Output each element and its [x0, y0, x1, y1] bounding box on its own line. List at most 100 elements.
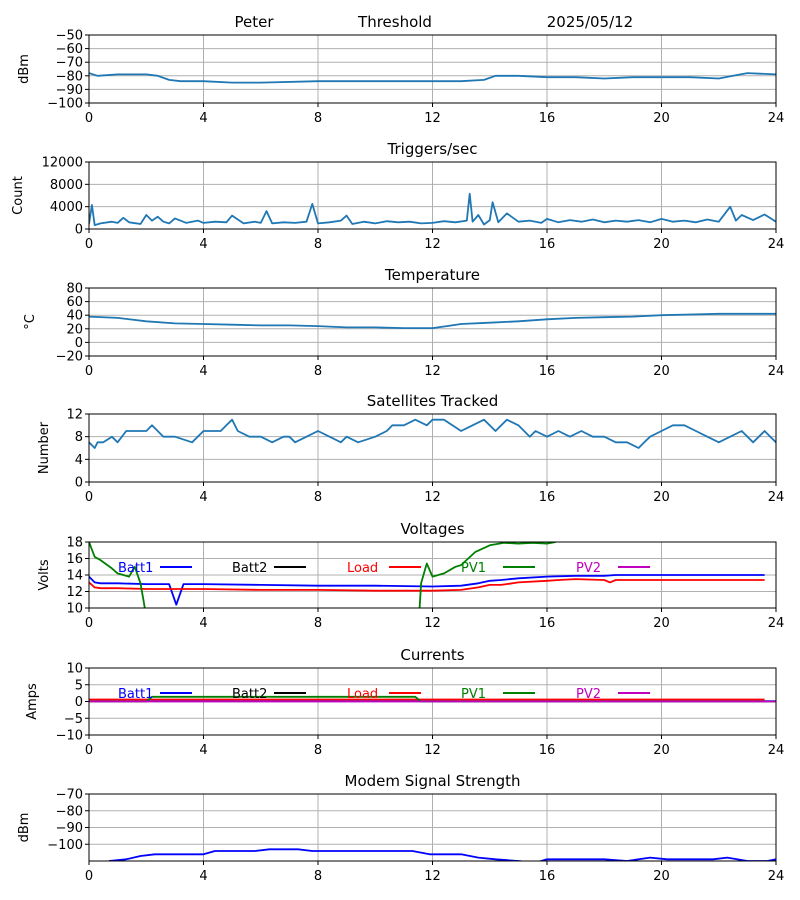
x-tick-label: 24 [768, 743, 785, 758]
x-tick-label: 20 [653, 237, 670, 252]
x-tick-label: 20 [653, 364, 670, 379]
y-tick-label: −100 [47, 838, 83, 853]
y-tick-label: −50 [56, 29, 83, 44]
y-tick-label: 14 [66, 569, 83, 584]
y-tick-label: 18 [66, 536, 83, 551]
y-tick-label: 8000 [50, 178, 83, 193]
y-tick-label: 12000 [42, 156, 83, 171]
x-tick-label: 4 [199, 616, 207, 631]
series-voltages-batt1 [89, 574, 765, 606]
y-tick-label: 10 [66, 602, 83, 617]
x-tick-label: 12 [424, 743, 441, 758]
x-tick-label: 16 [539, 111, 556, 126]
y-axis-label: dBm [17, 813, 32, 843]
y-tick-label: 12 [66, 585, 83, 600]
header-date: 2025/05/12 [547, 13, 633, 31]
x-tick-label: 8 [314, 869, 322, 884]
legend-label-pv1: PV1 [461, 687, 486, 702]
x-tick-label: 8 [314, 616, 322, 631]
x-tick-label: 4 [199, 364, 207, 379]
x-tick-label: 0 [85, 616, 93, 631]
y-tick-label: 5 [75, 678, 83, 693]
x-tick-label: 4 [199, 869, 207, 884]
y-tick-label: 8 [75, 430, 83, 445]
y-tick-label: 60 [66, 295, 83, 310]
y-tick-label: 0 [75, 223, 83, 238]
x-tick-label: 16 [539, 364, 556, 379]
x-tick-label: 24 [768, 111, 785, 126]
y-axis-label: Number [37, 421, 52, 474]
y-tick-label: −90 [56, 821, 83, 836]
y-tick-label: −5 [64, 712, 83, 727]
chart-title: Triggers/sec [387, 140, 478, 158]
y-tick-label: −100 [47, 97, 83, 112]
header-station: Peter [234, 13, 274, 31]
y-axis-label: Volts [37, 559, 52, 591]
x-tick-label: 20 [653, 743, 670, 758]
panel-triggers: 0 4 8 12 16 20 24 0 4000 8000 12000 Triggers/sec Cou… [11, 140, 784, 252]
x-tick-label: 0 [85, 743, 93, 758]
y-tick-label: 0 [75, 476, 83, 491]
series-signal-line [89, 72, 776, 84]
x-tick-label: 4 [199, 111, 207, 126]
panel-signal: 0 4 8 12 16 20 24 −100−90−80−70−60−50 dBm [17, 29, 784, 127]
x-tick-label: 16 [539, 616, 556, 631]
x-tick-label: 24 [768, 237, 785, 252]
x-tick-label: 8 [314, 364, 322, 379]
series-triggers-line [89, 192, 776, 226]
y-tick-label: −70 [56, 56, 83, 71]
x-tick-label: 20 [653, 616, 670, 631]
legend-label-batt2: Batt2 [232, 687, 267, 702]
y-tick-label: 20 [66, 322, 83, 337]
panel-satellites: 0 4 8 12 16 20 24 0 4 8 12 Satellites Tracked Number [37, 392, 784, 505]
x-tick-label: 8 [314, 237, 322, 252]
x-tick-label: 24 [768, 869, 785, 884]
y-tick-label: −60 [56, 42, 83, 57]
x-tick-label: 0 [85, 237, 93, 252]
legend-label-batt1: Batt1 [118, 561, 153, 576]
chart-title: Voltages [400, 520, 464, 538]
x-tick-label: 12 [424, 237, 441, 252]
x-tick-label: 16 [539, 237, 556, 252]
x-tick-label: 16 [539, 490, 556, 505]
y-axis-label: °C [23, 314, 38, 330]
y-axis-label: Count [11, 176, 26, 215]
chart-title: Modem Signal Strength [345, 772, 521, 790]
y-tick-label: 4000 [50, 200, 83, 215]
x-tick-label: 12 [424, 869, 441, 884]
x-tick-label: 12 [424, 364, 441, 379]
y-tick-label: 10 [66, 662, 83, 677]
x-tick-label: 0 [85, 869, 93, 884]
series-temperature-line [89, 312, 776, 329]
y-axis-label: dBm [17, 54, 32, 84]
y-tick-label: −20 [56, 350, 83, 365]
x-tick-label: 12 [424, 111, 441, 126]
y-tick-label: −10 [56, 729, 83, 744]
chart-title: Satellites Tracked [367, 392, 498, 410]
y-tick-label: −70 [56, 788, 83, 803]
y-tick-label: 0 [75, 695, 83, 710]
y-tick-label: 16 [66, 552, 83, 567]
series-satellites-line [89, 418, 776, 449]
x-tick-label: 20 [653, 111, 670, 126]
x-tick-label: 0 [85, 111, 93, 126]
x-tick-label: 8 [314, 490, 322, 505]
x-tick-label: 24 [768, 364, 785, 379]
x-tick-label: 16 [539, 743, 556, 758]
legend-label-pv1: PV1 [461, 561, 486, 576]
x-tick-label: 0 [85, 490, 93, 505]
series-voltages-pv1 [89, 542, 556, 608]
x-tick-label: 8 [314, 743, 322, 758]
x-tick-label: 20 [653, 869, 670, 884]
legend-label-load: Load [347, 687, 378, 702]
legend-label-load: Load [347, 561, 378, 576]
legend-label-pv2: PV2 [576, 561, 601, 576]
panel-currents: 0 4 8 12 16 20 24 −10 −5 0 510 Currents Amps Batt1 Bat… [25, 646, 784, 758]
panel-modem: 0 4 8 12 16 20 24 −100 −90 −80−70 Modem Signal Str… [17, 772, 784, 884]
x-tick-label: 12 [424, 490, 441, 505]
x-tick-label: 4 [199, 490, 207, 505]
legend-label-pv2: PV2 [576, 687, 601, 702]
